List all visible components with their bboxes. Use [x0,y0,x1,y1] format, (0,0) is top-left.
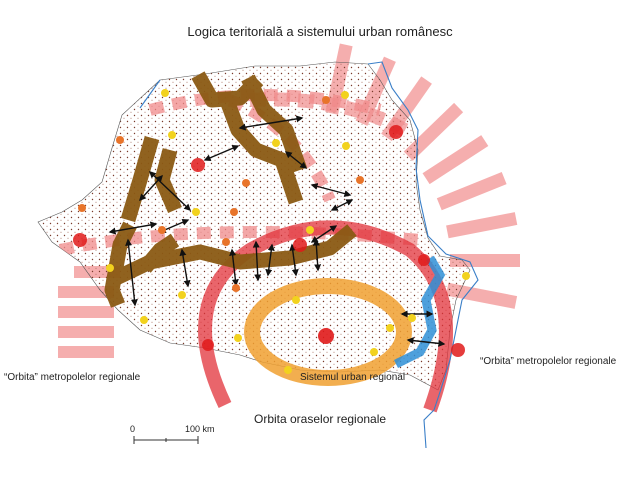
regional-city-marker-icon [192,208,200,216]
regional-city-marker-icon [234,334,242,342]
border-line [139,61,479,449]
regional-city-marker-icon [342,142,350,150]
scale-zero-label: 0 [130,424,136,434]
regional-city-marker-icon [292,296,300,304]
regional-city-marker-icon [178,291,186,299]
regional-city-marker-icon [232,284,240,292]
regional-city-marker-icon [322,96,330,104]
regional-city-marker-icon [116,136,124,144]
regional-city-marker-icon [230,208,238,216]
regional-city-marker-icon [370,348,378,356]
regional-city-marker-icon [158,226,166,234]
regional-city-marker-icon [272,139,280,147]
regional-city-marker-icon [356,176,364,184]
scale-distance-label: 100 km [185,424,215,434]
regional-city-markers [78,89,470,374]
regional-city-marker-icon [341,91,349,99]
metropolis-marker-icon [202,339,214,351]
metropolis-marker-icon [73,233,87,247]
regional-city-marker-icon [284,366,292,374]
metropolis-marker-icon [389,125,403,139]
regional-city-marker-icon [78,204,86,212]
regional-urban-system-ring [244,278,412,386]
regional-city-marker-icon [222,238,230,246]
regional-city-marker-icon [168,131,176,139]
metro-orbit-label-right: “Orbita” metropolelor regionale [480,356,617,367]
metropolis-marker-icon [318,328,334,344]
northeast-orbit-arc [249,92,409,137]
regional-city-marker-icon [306,226,314,234]
map-title: Logica teritorială a sistemului urban ro… [187,24,453,39]
regional-city-marker-icon [140,316,148,324]
regional-city-marker-icon [161,89,169,97]
regional-city-marker-icon [106,264,114,272]
metropolis-marker-icon [418,254,430,266]
metropolis-markers [73,125,465,357]
city-link-arrows [108,115,446,347]
metropolis-marker-icon [451,343,465,357]
metropolis-marker-icon [293,238,307,252]
regional-system-label: Sistemul urban regional [300,372,406,383]
regional-city-marker-icon [242,179,250,187]
regional-orbit-label: Orbita oraselor regionale [254,412,387,426]
metro-orbit-label-left: “Orbita” metropolelor regionale [4,372,141,383]
scale-bar [133,436,199,444]
regional-city-marker-icon [408,314,416,322]
regional-city-marker-icon [386,324,394,332]
regional-city-marker-icon [462,272,470,280]
metropolis-marker-icon [191,158,205,172]
